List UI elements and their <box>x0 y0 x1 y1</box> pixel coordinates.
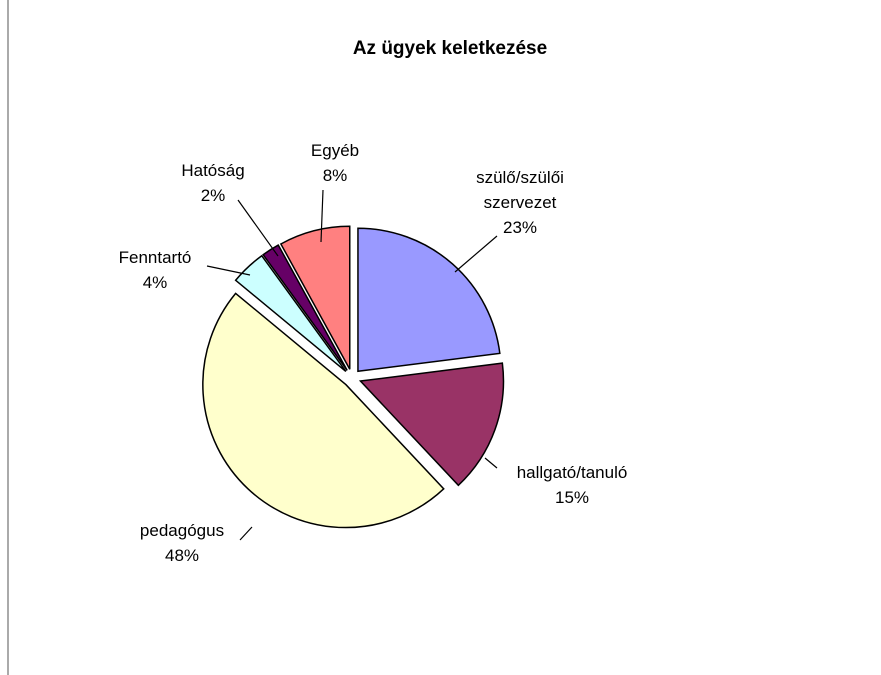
slice-value-label: 4% <box>142 273 168 292</box>
slice-label: Fenntartó <box>118 248 192 267</box>
slice-label: Hatóság <box>181 161 245 180</box>
leader-line <box>206 265 251 276</box>
leader-line <box>239 526 253 541</box>
slice-value-label: 48% <box>164 546 200 565</box>
pie-slice <box>279 225 351 370</box>
pie-slice <box>357 227 501 373</box>
pie-slice <box>234 254 347 373</box>
slice-label: pedagógus <box>139 521 225 540</box>
slice-label: hallgató/tanuló <box>516 463 628 482</box>
slice-value-label: 8% <box>322 166 348 185</box>
slice-label: Egyéb <box>310 141 360 160</box>
leader-line <box>454 235 498 273</box>
leader-line <box>320 189 324 243</box>
slice-value-label: 15% <box>554 488 590 507</box>
leader-line <box>484 457 498 469</box>
pie-slice <box>262 244 348 371</box>
slice-value-label: 23% <box>502 218 538 237</box>
pie-slice <box>202 292 445 529</box>
leader-line <box>237 199 279 257</box>
chart-title: Az ügyek keletkezése <box>352 38 548 59</box>
pie-slice <box>358 362 505 487</box>
slice-label: szülő/szülői szervezet <box>476 168 564 212</box>
slice-value-label: 2% <box>200 186 226 205</box>
